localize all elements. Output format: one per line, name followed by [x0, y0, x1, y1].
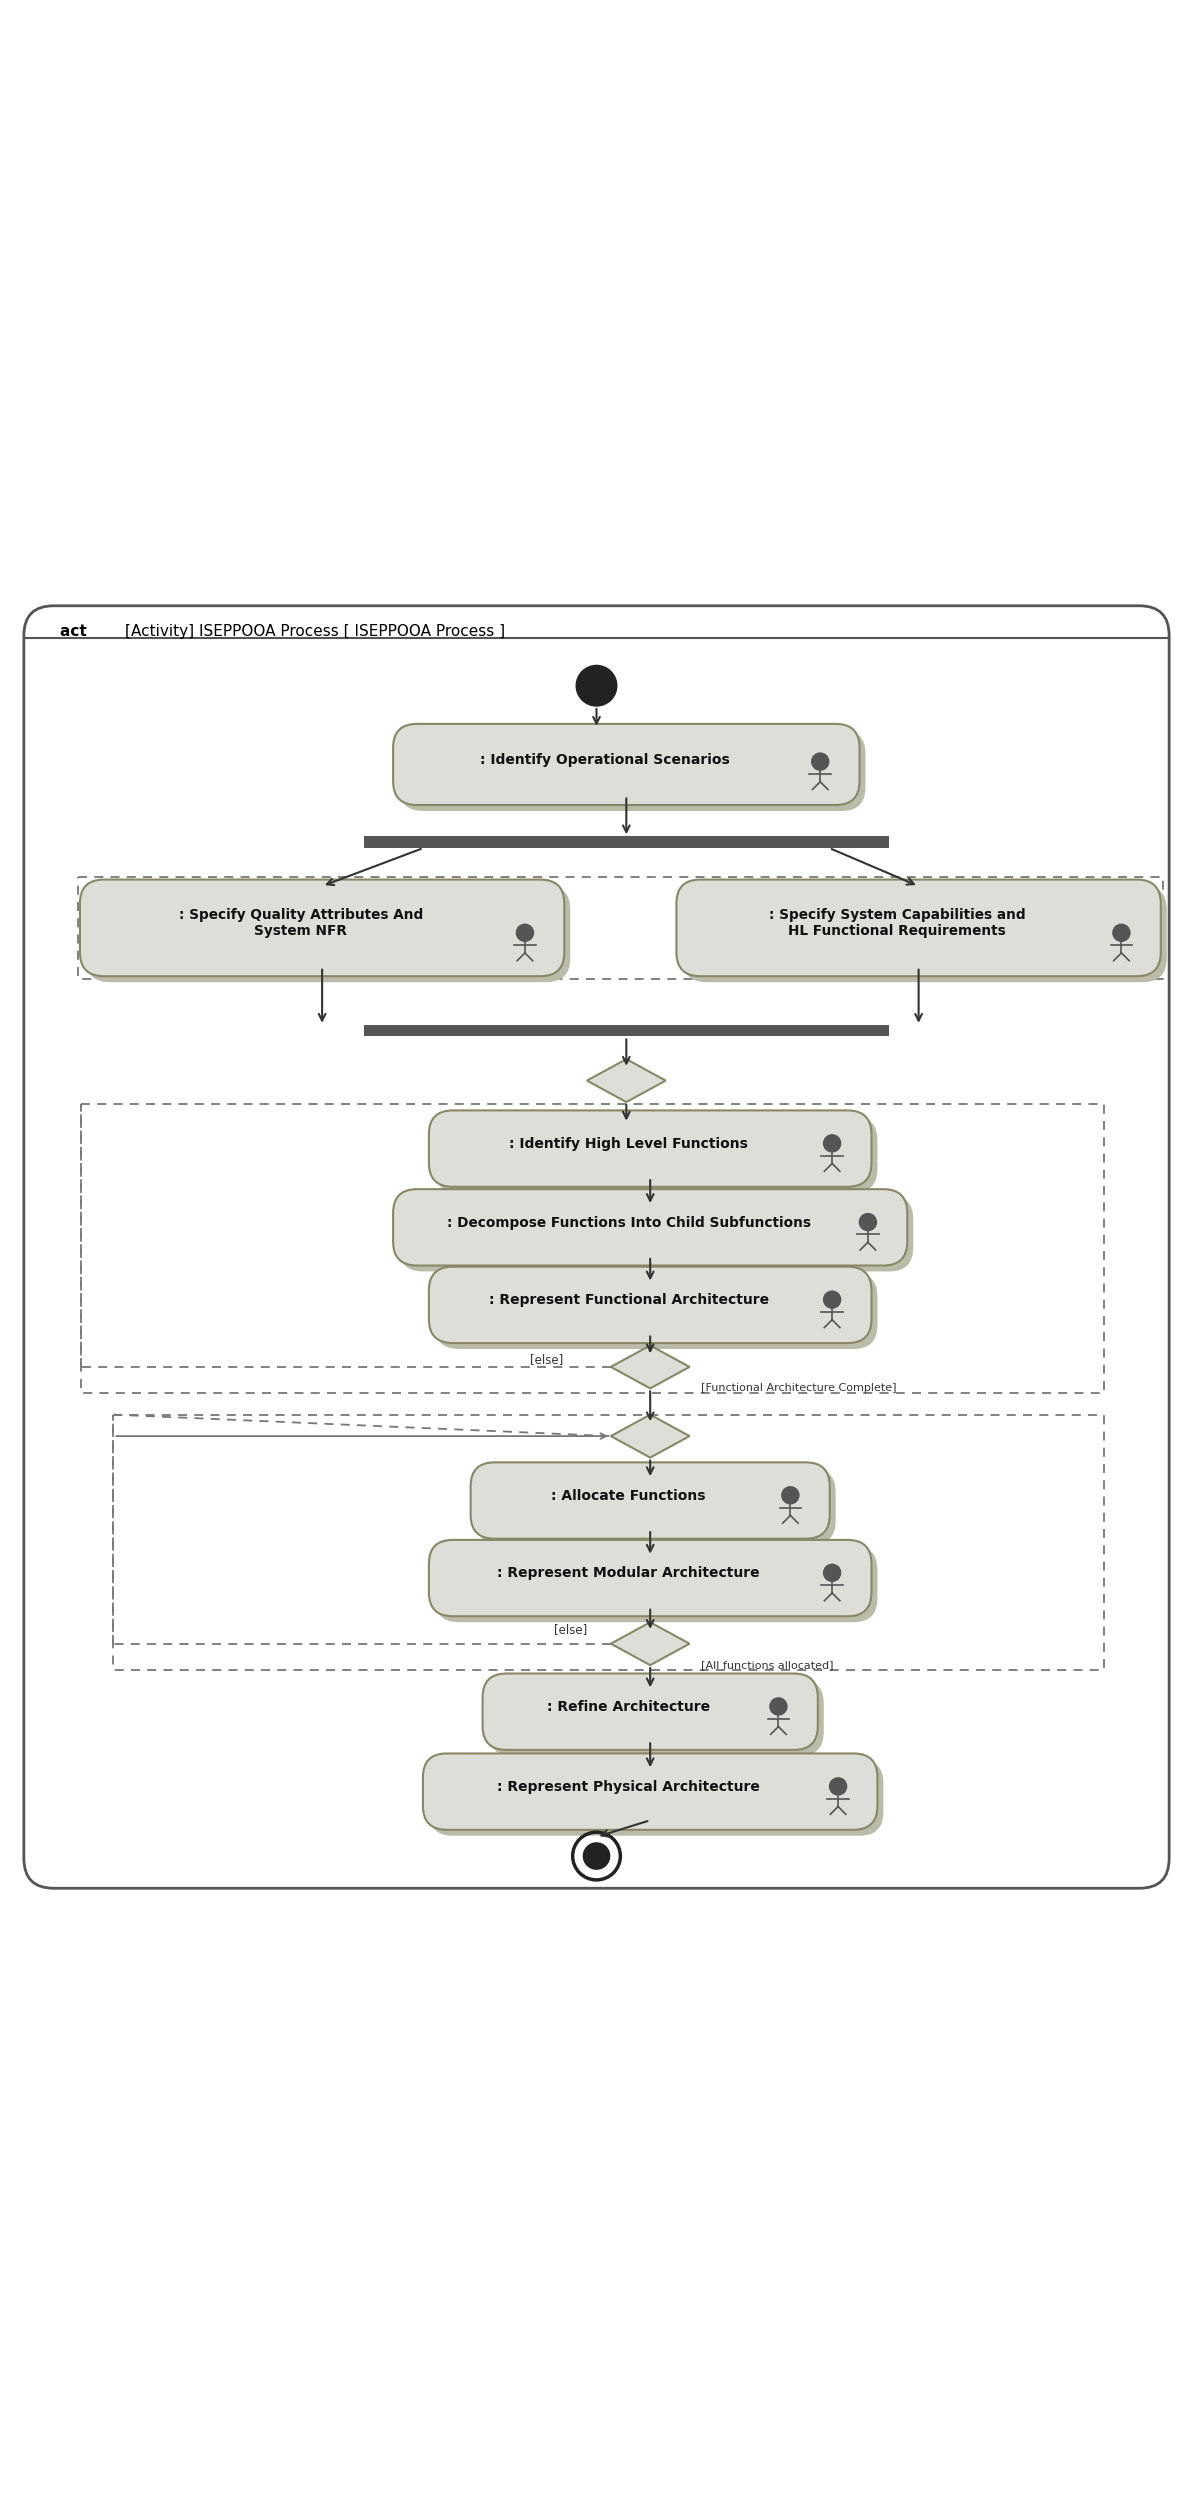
FancyBboxPatch shape	[429, 1110, 871, 1188]
Text: : Identify High Level Functions: : Identify High Level Functions	[509, 1138, 748, 1150]
Circle shape	[829, 1778, 847, 1795]
Circle shape	[769, 1698, 787, 1715]
Text: : Decompose Functions Into Child Subfunctions: : Decompose Functions Into Child Subfunc…	[446, 1215, 811, 1230]
Circle shape	[823, 1290, 841, 1308]
Bar	[364, 1025, 889, 1038]
Text: : Allocate Functions: : Allocate Functions	[551, 1490, 706, 1502]
Bar	[364, 835, 889, 848]
Circle shape	[576, 665, 617, 705]
FancyBboxPatch shape	[429, 1540, 871, 1618]
FancyBboxPatch shape	[429, 1268, 871, 1342]
Circle shape	[823, 1565, 841, 1582]
FancyBboxPatch shape	[489, 1680, 824, 1755]
Text: : Represent Modular Architecture: : Represent Modular Architecture	[497, 1568, 760, 1580]
Text: : Specify System Capabilities and
HL Functional Requirements: : Specify System Capabilities and HL Fun…	[768, 908, 1026, 938]
FancyBboxPatch shape	[80, 880, 564, 975]
FancyBboxPatch shape	[477, 1468, 836, 1545]
FancyBboxPatch shape	[482, 1672, 818, 1750]
FancyBboxPatch shape	[24, 605, 1169, 1888]
Circle shape	[781, 1488, 799, 1505]
Polygon shape	[611, 1345, 690, 1388]
Circle shape	[583, 1842, 610, 1870]
FancyBboxPatch shape	[435, 1545, 878, 1622]
Text: : Represent Functional Architecture: : Represent Functional Architecture	[489, 1292, 768, 1308]
Circle shape	[517, 925, 533, 942]
Circle shape	[859, 1212, 877, 1230]
FancyBboxPatch shape	[86, 885, 570, 983]
FancyBboxPatch shape	[394, 725, 859, 805]
Text: [else]: [else]	[554, 1622, 587, 1635]
Text: : Represent Physical Architecture: : Represent Physical Architecture	[497, 1780, 760, 1795]
Text: : Identify Operational Scenarios: : Identify Operational Scenarios	[480, 752, 730, 768]
FancyBboxPatch shape	[398, 1195, 914, 1272]
FancyBboxPatch shape	[435, 1272, 878, 1350]
Text: : Refine Architecture: : Refine Architecture	[548, 1700, 710, 1715]
FancyBboxPatch shape	[398, 730, 866, 810]
FancyBboxPatch shape	[429, 1760, 883, 1835]
Text: act: act	[60, 622, 92, 638]
FancyBboxPatch shape	[471, 1462, 830, 1538]
Text: [Activity] ISEPPOOA Process [ ISEPPOOA Process ]: [Activity] ISEPPOOA Process [ ISEPPOOA P…	[125, 622, 506, 638]
Polygon shape	[611, 1622, 690, 1665]
Text: : Specify Quality Attributes And
System NFR: : Specify Quality Attributes And System …	[179, 908, 422, 938]
Text: [Functional Architecture Complete]: [Functional Architecture Complete]	[701, 1383, 897, 1393]
Text: [All functions allocated]: [All functions allocated]	[701, 1660, 834, 1670]
FancyBboxPatch shape	[424, 1752, 878, 1830]
Circle shape	[823, 1135, 841, 1152]
FancyBboxPatch shape	[394, 1190, 907, 1265]
FancyBboxPatch shape	[682, 885, 1167, 983]
Circle shape	[811, 752, 829, 770]
FancyBboxPatch shape	[435, 1118, 878, 1192]
Text: [else]: [else]	[530, 1352, 563, 1368]
Polygon shape	[611, 1415, 690, 1457]
Polygon shape	[587, 1060, 666, 1102]
FancyBboxPatch shape	[676, 880, 1161, 975]
Circle shape	[1113, 925, 1130, 942]
